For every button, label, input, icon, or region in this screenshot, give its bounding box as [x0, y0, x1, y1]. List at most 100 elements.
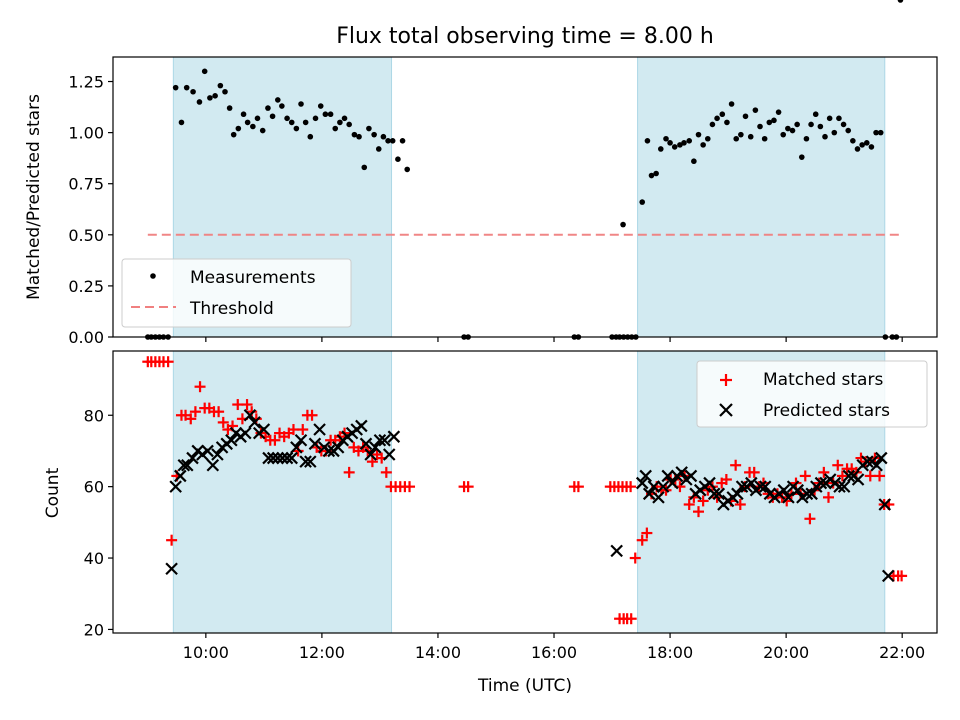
- predicted-star-point: [364, 448, 377, 461]
- measurement-point: [366, 125, 372, 132]
- predicted-star-point: [331, 441, 345, 454]
- matched-star-point: [380, 466, 392, 478]
- matched-star-point: [572, 481, 584, 493]
- measurement-point: [230, 131, 237, 138]
- measurement-point: [681, 140, 687, 146]
- legend-measurements-marker: [150, 273, 156, 279]
- chart-title: Flux total observing time = 8.00 h: [336, 24, 714, 49]
- legend-matched-label: Matched stars: [763, 370, 883, 390]
- measurement-point: [766, 119, 773, 126]
- predicted-star-point: [870, 458, 883, 472]
- predicted-star-point: [878, 498, 892, 511]
- measurement-point: [817, 123, 824, 130]
- matched-star-point: [864, 470, 876, 482]
- measurement-point: [254, 115, 261, 122]
- measurement-point: [863, 140, 870, 146]
- matched-star-point: [818, 466, 830, 478]
- predicted-star-point: [276, 451, 289, 465]
- measurement-point: [380, 133, 387, 140]
- top-y-tick-label: 0.25: [68, 277, 104, 296]
- predicted-star-point: [805, 487, 818, 501]
- legend-matched-marker: [720, 374, 732, 386]
- x-tick-label: 16:00: [531, 643, 577, 662]
- measurement-point: [873, 129, 879, 136]
- matched-star-point: [781, 495, 793, 507]
- matched-star-point: [688, 491, 700, 503]
- matched-star-point: [343, 466, 355, 478]
- measurement-point: [207, 95, 213, 101]
- bottom-y-tick-label: 80: [84, 406, 104, 425]
- predicted-star-point: [322, 444, 336, 458]
- measurement-point: [279, 103, 285, 109]
- predicted-star-point: [266, 451, 280, 465]
- top-legend-box: [121, 258, 352, 328]
- measurement-point: [341, 115, 348, 122]
- measurement-point: [854, 146, 861, 152]
- bottom-y-axis-label: Count: [43, 467, 63, 518]
- matched-star-point: [734, 498, 746, 510]
- measurement-point: [850, 137, 856, 144]
- matched-star-point: [836, 470, 848, 482]
- matched-star-point: [697, 495, 709, 507]
- measurement-point: [877, 129, 884, 136]
- predicted-star-point: [661, 469, 675, 483]
- measurement-point: [757, 123, 763, 130]
- predicted-star-point: [703, 476, 716, 490]
- x-tick-label: 22:00: [879, 643, 925, 662]
- bottom-panel: 20 40 60 80 10:00 12:00 14:00 16:00 18:00 20:00 2…: [43, 350, 938, 696]
- matched-star-point: [832, 459, 844, 471]
- matched-star-point: [404, 481, 416, 493]
- predicted-star-point: [731, 487, 744, 501]
- measurement-point: [346, 121, 352, 128]
- measurement-point: [808, 121, 814, 128]
- x-tick-label: 12:00: [299, 643, 345, 662]
- predicted-star-point: [257, 423, 271, 436]
- matched-star-point: [874, 470, 886, 482]
- predicted-star-point: [754, 480, 767, 493]
- predicted-star-point: [842, 469, 856, 483]
- predicted-star-point: [177, 458, 191, 472]
- top-axes-frame: [112, 56, 938, 338]
- shaded-interval-1: [172, 350, 393, 634]
- matched-star-point: [693, 506, 705, 518]
- matched-star-point: [896, 570, 908, 582]
- predicted-star-point: [735, 480, 749, 493]
- matched-star-point: [636, 534, 648, 546]
- predicted-star-point: [280, 451, 294, 465]
- legend-predicted-marker: [719, 403, 733, 417]
- top-y-tick-label: 0.50: [68, 226, 104, 245]
- predicted-star-point: [610, 544, 623, 558]
- measurement-point: [375, 146, 382, 152]
- measurement-point: [317, 103, 324, 109]
- predicted-star-point: [861, 455, 874, 468]
- bottom-y-tick-label: 40: [84, 549, 104, 568]
- bottom-x-ticks: 10:00 12:00 14:00 16:00 18:00 20:00 22:00: [183, 633, 925, 662]
- measurement-point: [789, 127, 796, 134]
- measurement-point: [868, 144, 875, 150]
- measurement-point: [217, 82, 224, 89]
- matched-star-point: [246, 406, 258, 418]
- measurement-point: [307, 133, 314, 140]
- measurement-point: [700, 142, 706, 148]
- predicted-star-points: [165, 408, 895, 583]
- measurement-point: [742, 113, 749, 120]
- matched-star-point: [625, 481, 637, 493]
- bottom-y-ticks: 20 40 60 80: [84, 406, 113, 639]
- predicted-star-point: [169, 480, 182, 493]
- matched-star-point: [292, 445, 304, 457]
- measurement-point: [298, 101, 304, 107]
- measurement-point: [785, 125, 791, 132]
- measurement-point: [733, 135, 740, 142]
- measurement-point: [620, 221, 626, 228]
- predicted-star-point: [206, 458, 220, 472]
- measurement-point: [822, 133, 828, 140]
- measurement-point: [719, 111, 726, 118]
- measurement-point: [269, 113, 276, 120]
- top-panel: 0.00 0.25 0.50 0.75 1.00 1.25 Matched/Predict…: [24, 0, 938, 347]
- measurement-point: [332, 125, 339, 132]
- measurement-point: [709, 121, 716, 128]
- predicted-star-point: [369, 441, 382, 454]
- predicted-star-point: [639, 469, 652, 483]
- top-x-ticks: [205, 337, 903, 342]
